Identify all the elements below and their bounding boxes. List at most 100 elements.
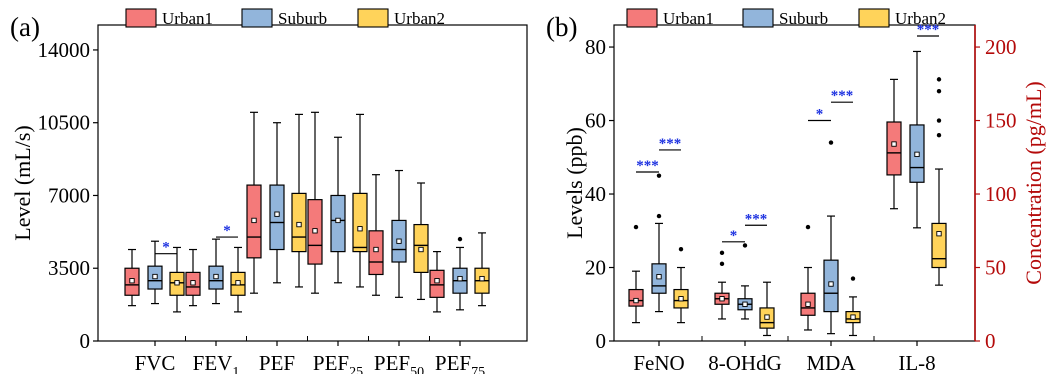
box-outlier-point	[633, 224, 639, 230]
y-tick-label: 20	[585, 256, 606, 280]
right-y-tick-label: 150	[985, 109, 1017, 133]
legend-label: Urban1	[162, 9, 213, 28]
legend-swatch-suburb	[241, 8, 273, 28]
box-outlier-point	[936, 88, 942, 94]
box-outlier-point	[678, 246, 684, 252]
box-mean-marker	[418, 246, 424, 253]
box-outlier-point	[805, 224, 811, 230]
box-mean-marker	[742, 301, 748, 307]
legend-swatch-urban2	[357, 8, 389, 28]
box-urban2	[352, 192, 368, 253]
legend: Urban1 Suburb Urban2	[125, 8, 445, 28]
box-urban1	[628, 288, 644, 307]
box-mean-marker	[335, 217, 341, 224]
x-category-label: FVC	[135, 351, 176, 374]
box-mean-marker	[850, 314, 856, 320]
box-outlier-point	[656, 213, 662, 219]
legend-swatch-urban1	[626, 8, 658, 28]
box-mean-marker	[633, 297, 639, 304]
x-category-label: PEF75	[435, 351, 485, 374]
legend-label: Urban2	[895, 9, 946, 28]
x-category-label-text: FVC	[135, 351, 176, 374]
y-tick-label: 3500	[48, 256, 90, 280]
x-category-label: FEV1	[193, 351, 240, 374]
box-outlier-point	[719, 261, 725, 267]
box-outlier-point	[850, 276, 856, 281]
x-category-label-text: FEV	[193, 351, 233, 374]
box-mean-marker	[656, 274, 662, 280]
box-suburb	[330, 194, 346, 253]
y-tick-label: 40	[585, 182, 606, 206]
box-outlier-point	[936, 133, 942, 138]
x-category-label: PEF	[259, 351, 295, 374]
x-category-label: PEF25	[313, 351, 363, 374]
box-outlier-point	[656, 173, 662, 178]
box-mean-marker	[357, 226, 363, 232]
x-category-label-subscript: 1	[232, 365, 239, 374]
significance-label: ***	[917, 22, 940, 38]
legend-label: Urban1	[663, 9, 714, 28]
panel-label: (a)	[10, 12, 40, 42]
x-category-label-text: PEF	[435, 351, 471, 374]
x-category-label-text: MDA	[806, 351, 856, 374]
significance-label: *	[816, 107, 824, 123]
legend-swatch-urban1	[125, 8, 157, 28]
x-category-label: IL-8	[898, 351, 935, 374]
box-mean-marker	[174, 280, 180, 286]
box-mean-marker	[312, 228, 318, 234]
box-mean-marker	[190, 280, 196, 286]
box-mean-marker	[152, 273, 158, 280]
box-mean-marker	[891, 141, 897, 147]
legend-label: Suburb	[278, 9, 327, 28]
x-category-label-text: PEF	[259, 351, 295, 374]
x-category-label-text: 8-OHdG	[708, 351, 782, 374]
box-mean-marker	[457, 275, 463, 282]
box-mean-marker	[828, 281, 834, 287]
box-mean-marker	[396, 238, 402, 244]
x-category-label: MDA	[806, 351, 856, 374]
panel-a: 0 3500 7000 10500 14000 Level (mL/s) (a) FVC FEV…	[10, 8, 528, 374]
right-y-tick-label: 200	[985, 35, 1017, 59]
significance-label: *	[162, 240, 170, 256]
box-outlier-point	[936, 118, 942, 123]
box-mean-marker	[719, 296, 725, 302]
box-outlier-point	[936, 77, 942, 82]
box-suburb	[269, 184, 285, 251]
box-mean-marker	[251, 217, 257, 224]
y-tick-label: 10500	[38, 111, 91, 135]
box-urban1	[886, 121, 902, 176]
box-outlier-point	[828, 140, 834, 145]
x-category-label-text: PEF	[313, 351, 349, 374]
right-y-tick-label: 100	[985, 182, 1017, 206]
y-tick-label: 7000	[48, 183, 90, 207]
box-mean-marker	[479, 275, 485, 282]
legend-label: Urban2	[394, 9, 445, 28]
y-tick-label: 60	[585, 109, 606, 133]
y-tick-label: 0	[80, 329, 91, 353]
box-mean-marker	[936, 231, 942, 237]
box-mean-marker	[213, 273, 219, 280]
legend-swatch-urban2	[858, 8, 890, 28]
x-category-label-text: IL-8	[898, 351, 935, 374]
y-tick-label: 14000	[38, 38, 91, 62]
x-category-label: FeNO	[633, 351, 684, 374]
right-y-axis-label: Concentration (pg/mL)	[1021, 81, 1046, 284]
legend-swatch-suburb	[742, 8, 774, 28]
box-mean-marker	[914, 151, 920, 157]
y-tick-label: 0	[596, 329, 607, 353]
significance-label: ***	[831, 88, 854, 104]
significance-label: *	[223, 223, 231, 239]
x-category-label-subscript: 75	[471, 365, 485, 374]
box-mean-marker	[764, 314, 770, 320]
box-mean-marker	[129, 278, 135, 284]
box-mean-marker	[235, 280, 241, 286]
box-mean-marker	[434, 278, 440, 284]
right-y-tick-label: 0	[985, 329, 996, 353]
x-category-label-subscript: 50	[410, 365, 424, 374]
box-mean-marker	[274, 211, 280, 217]
box-outlier-point	[742, 243, 748, 248]
box-urban2	[931, 222, 947, 269]
box-outlier-point	[457, 236, 463, 242]
